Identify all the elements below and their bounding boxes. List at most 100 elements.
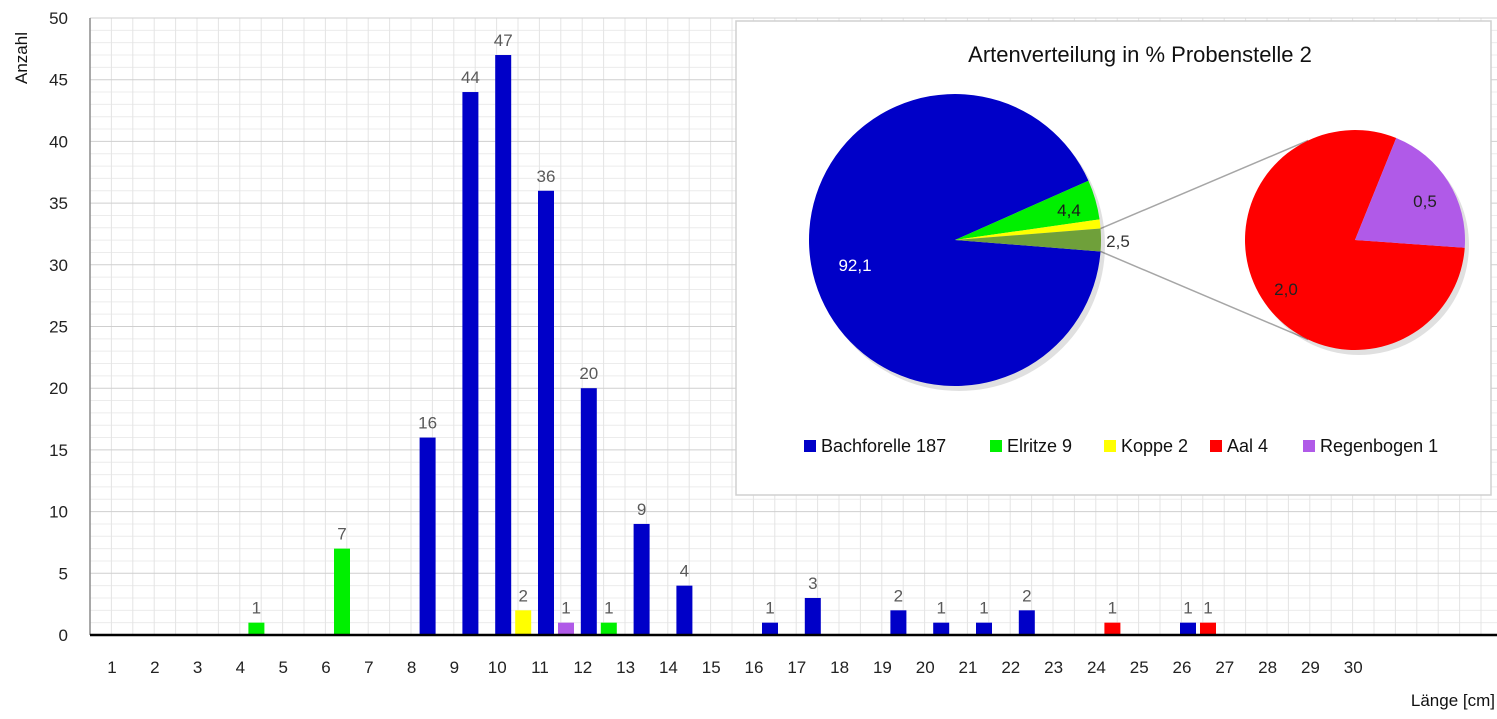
legend-label: Aal 4 xyxy=(1227,436,1268,456)
x-tick-label: 26 xyxy=(1173,658,1192,677)
pie-slice-label: 2,0 xyxy=(1274,280,1298,299)
y-tick-label: 5 xyxy=(59,564,68,583)
bar xyxy=(1104,622,1121,635)
bar xyxy=(633,523,650,635)
legend-label: Regenbogen 1 xyxy=(1320,436,1438,456)
x-tick-label: 28 xyxy=(1258,658,1277,677)
x-tick-label: 9 xyxy=(450,658,459,677)
y-tick-labels: 0 5 10 15 20 25 30 35 40 45 50 xyxy=(49,9,68,645)
legend-swatch xyxy=(990,440,1002,452)
axes xyxy=(89,18,1497,637)
x-tick-label: 18 xyxy=(830,658,849,677)
bar-data-label: 1 xyxy=(936,599,945,618)
bar-data-label: 1 xyxy=(1203,599,1212,618)
bar-data-label: 2 xyxy=(518,586,527,605)
bar-data-label: 44 xyxy=(461,68,480,87)
legend-swatch xyxy=(1104,440,1116,452)
x-tick-label: 22 xyxy=(1001,658,1020,677)
bar-data-label: 9 xyxy=(637,500,646,519)
main-pie xyxy=(808,94,1105,391)
bar-data-label: 36 xyxy=(537,167,556,186)
y-tick-label: 50 xyxy=(49,9,68,28)
y-tick-label: 30 xyxy=(49,256,68,275)
connector-line xyxy=(1100,250,1309,341)
bar-data-label: 1 xyxy=(765,599,774,618)
pie-of-pie-connectors xyxy=(1100,139,1309,341)
x-tick-label: 6 xyxy=(321,658,330,677)
pie-labels: 92,1 4,4 2,5 2,0 0,5 xyxy=(838,192,1436,299)
bar xyxy=(580,388,597,635)
x-tick-labels: 1 2 3 4 5 6 7 8 9 10 11 12 13 14 15 16 17 18 19 20 21 22 23 24 2… xyxy=(107,658,1362,677)
y-tick-label: 0 xyxy=(59,626,68,645)
bar xyxy=(334,548,350,635)
bar-data-label: 1 xyxy=(561,599,570,618)
bar xyxy=(419,437,436,635)
secondary-pie-slice xyxy=(1244,129,1465,350)
bar-data-label: 4 xyxy=(680,562,689,581)
pie-slice-label: 0,5 xyxy=(1413,192,1437,211)
x-tick-label: 13 xyxy=(616,658,635,677)
bars xyxy=(248,55,1216,636)
pie-slice-label: 2,5 xyxy=(1106,232,1130,251)
bar-data-label: 16 xyxy=(418,414,437,433)
legend-swatch xyxy=(1303,440,1315,452)
y-tick-label: 45 xyxy=(49,71,68,90)
pie-inset: Artenverteilung in % Probenstelle 2 92,1… xyxy=(735,20,1492,496)
x-tick-label: 20 xyxy=(916,658,935,677)
pie-slice-label: 92,1 xyxy=(838,256,871,275)
bar xyxy=(462,92,479,636)
x-tick-label: 21 xyxy=(959,658,978,677)
bar xyxy=(515,610,532,635)
y-tick-label: 40 xyxy=(49,132,68,151)
x-tick-label: 3 xyxy=(193,658,202,677)
y-tick-label: 15 xyxy=(49,441,68,460)
x-axis-title: Länge [cm] xyxy=(1411,691,1495,710)
legend-label: Bachforelle 187 xyxy=(821,436,946,456)
bar-data-label: 3 xyxy=(808,574,817,593)
bar xyxy=(558,622,574,635)
pie-title: Artenverteilung in % Probenstelle 2 xyxy=(968,42,1312,67)
secondary-pie xyxy=(1244,129,1469,355)
x-tick-label: 8 xyxy=(407,658,416,677)
bar xyxy=(1018,610,1035,635)
x-tick-label: 2 xyxy=(150,658,159,677)
bar-data-label: 1 xyxy=(979,599,988,618)
legend-label: Koppe 2 xyxy=(1121,436,1188,456)
x-tick-label: 7 xyxy=(364,658,373,677)
x-tick-label: 27 xyxy=(1215,658,1234,677)
pie-legend: Bachforelle 187 Elritze 9 Koppe 2 Aal 4 Rege… xyxy=(804,436,1438,456)
x-tick-label: 12 xyxy=(573,658,592,677)
bar-data-label: 2 xyxy=(1022,586,1031,605)
x-tick-label: 4 xyxy=(236,658,245,677)
y-tick-label: 25 xyxy=(49,318,68,337)
x-tick-label: 11 xyxy=(531,658,549,677)
bar xyxy=(933,622,950,635)
bar xyxy=(248,622,265,635)
x-tick-label: 25 xyxy=(1130,658,1149,677)
pie-slice-label: 4,4 xyxy=(1057,201,1081,220)
connector-line xyxy=(1100,139,1309,230)
bar xyxy=(1180,622,1196,635)
x-tick-label: 17 xyxy=(787,658,806,677)
bar-data-label: 1 xyxy=(1183,599,1192,618)
x-tick-label: 14 xyxy=(659,658,678,677)
x-tick-label: 16 xyxy=(745,658,764,677)
main-pie-slice xyxy=(808,94,1101,387)
bar xyxy=(538,190,554,635)
x-tick-label: 10 xyxy=(488,658,507,677)
bar xyxy=(804,597,821,635)
x-tick-label: 19 xyxy=(873,658,892,677)
secondary-pie-slice xyxy=(1355,138,1465,248)
bar-data-label: 1 xyxy=(604,599,613,618)
bar xyxy=(600,622,617,635)
bar-data-label: 2 xyxy=(894,586,903,605)
x-tick-label: 5 xyxy=(278,658,287,677)
main-pie-slice xyxy=(955,228,1101,252)
main-pie-slice xyxy=(955,219,1101,240)
bar-data-label: 1 xyxy=(252,599,261,618)
legend-label: Elritze 9 xyxy=(1007,436,1072,456)
bar xyxy=(495,55,512,635)
bar xyxy=(890,610,907,635)
x-tick-label: 29 xyxy=(1301,658,1320,677)
